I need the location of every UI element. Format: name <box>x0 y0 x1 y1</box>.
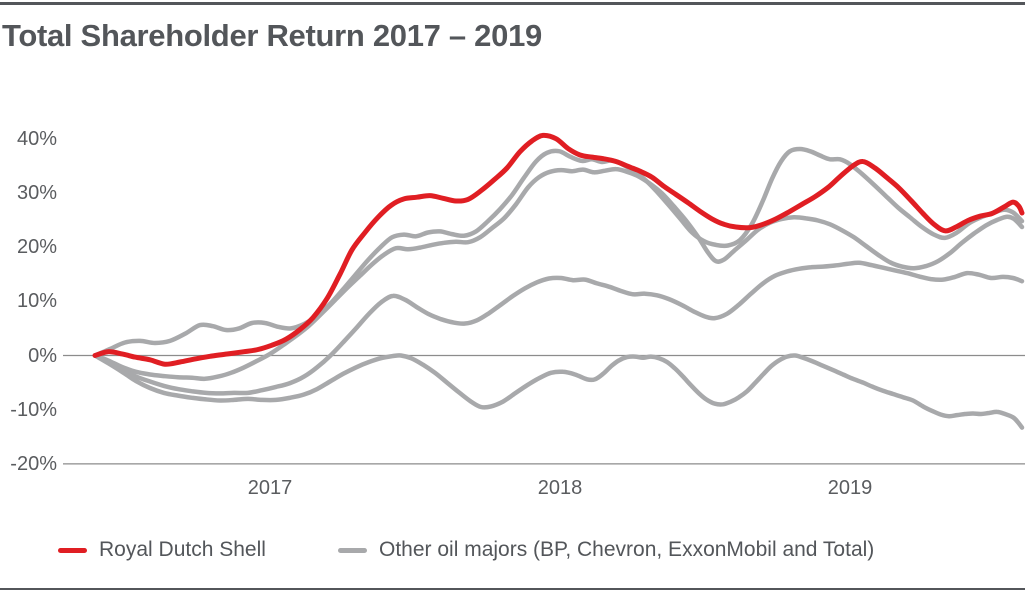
y-axis-tick-30%: 30% <box>16 181 57 204</box>
x-axis-tick-2018: 2018 <box>537 477 583 499</box>
legend-label-shell: Royal Dutch Shell <box>99 538 266 561</box>
y-axis-tick-10%: 10% <box>16 290 57 313</box>
series-other-oil-major-4 <box>92 353 1025 430</box>
x-axis-tick-2019: 2019 <box>827 477 873 499</box>
series-other-oil-major-3 <box>92 260 1025 396</box>
series-other-oil-major-2 <box>92 166 1025 382</box>
y-axis-tick-20%: 20% <box>16 236 57 259</box>
other-majors-line-swatch <box>338 547 367 553</box>
series-other-oil-major-1 <box>92 146 1025 358</box>
legend-label-other-majors: Other oil majors (BP, Chevron, ExxonMobi… <box>379 538 875 561</box>
series-royal-dutch-shell <box>92 132 1025 367</box>
top-border-rule <box>0 2 1025 5</box>
shell-line-swatch <box>58 547 87 553</box>
legend-item-royal-dutch-shell: Royal Dutch Shell <box>58 538 266 562</box>
x-axis-tick-2017: 2017 <box>247 477 293 499</box>
y-axis-tick--10%: -10% <box>10 398 57 421</box>
bottom-border-rule <box>0 588 1025 590</box>
y-axis-tick--20%: -20% <box>10 452 57 475</box>
y-axis-tick-0%: 0% <box>28 344 57 367</box>
y-axis-tick-40%: 40% <box>16 127 57 150</box>
chart-title: Total Shareholder Return 2017 – 2019 <box>2 18 542 53</box>
legend-item-other-oil-majors: Other oil majors (BP, Chevron, ExxonMobi… <box>338 538 874 562</box>
